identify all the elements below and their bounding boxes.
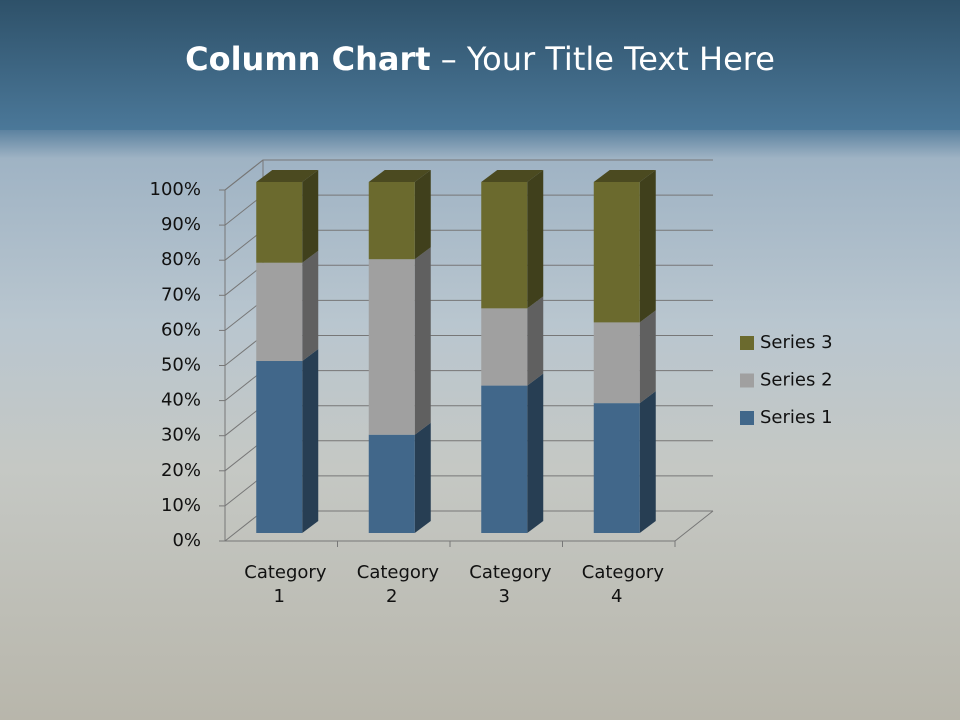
- bar-side: [527, 170, 544, 309]
- bar: [593, 322, 640, 404]
- y-tick-label: 80%: [161, 249, 201, 270]
- legend-swatch: [740, 411, 754, 425]
- y-tick-label: 20%: [161, 460, 201, 481]
- bar-side: [302, 250, 319, 362]
- bar: [593, 403, 640, 533]
- bar-top: [256, 170, 319, 182]
- bar-side: [639, 310, 656, 404]
- bar: [256, 182, 303, 263]
- bar-side: [639, 391, 656, 533]
- bar-side: [302, 170, 319, 263]
- y-tick-label: 0%: [172, 530, 201, 551]
- y-tick-label: 70%: [161, 284, 201, 305]
- y-tick-label: 40%: [161, 390, 201, 411]
- y-tick-label: 30%: [161, 425, 201, 446]
- x-tick-label: Category 3: [469, 562, 552, 607]
- bar-side: [414, 247, 431, 435]
- x-tick-label: Category 2: [356, 562, 439, 607]
- x-tick-label: Category 4: [581, 562, 664, 607]
- bar: [368, 182, 415, 260]
- title-bold: Column Chart: [185, 40, 431, 78]
- y-tick-label: 10%: [161, 495, 201, 516]
- bar-top: [593, 170, 656, 182]
- bar: [481, 385, 528, 533]
- y-tick-label: 50%: [161, 355, 201, 376]
- bar-top: [368, 170, 431, 182]
- slide-title: Column Chart – Your Title Text Here: [0, 40, 960, 78]
- y-tick-label: 100%: [150, 179, 201, 200]
- grid-line: [224, 159, 713, 191]
- title-band: [0, 0, 960, 130]
- bar: [256, 361, 303, 533]
- legend-swatch: [740, 373, 754, 388]
- y-tick-label: 90%: [161, 214, 201, 235]
- bar: [593, 182, 640, 323]
- bar-side: [414, 422, 431, 533]
- y-tick-label: 60%: [161, 319, 201, 340]
- legend-swatch: [740, 336, 754, 350]
- bar: [481, 308, 528, 386]
- bar: [256, 262, 303, 362]
- legend-label: Series 3: [760, 332, 833, 353]
- bar-side: [527, 373, 544, 533]
- bar-side: [639, 170, 656, 323]
- legend-label: Series 2: [760, 370, 833, 391]
- bar-side: [302, 349, 319, 533]
- title-text: – Your Title Text Here: [430, 40, 775, 78]
- x-tick-label: Category 1: [244, 562, 327, 607]
- bar: [368, 434, 415, 533]
- bar-side: [527, 296, 544, 386]
- legend-label: Series 1: [760, 407, 833, 428]
- bar-side: [414, 170, 431, 260]
- bar: [368, 259, 415, 435]
- bar: [481, 182, 528, 309]
- bar-top: [481, 170, 544, 182]
